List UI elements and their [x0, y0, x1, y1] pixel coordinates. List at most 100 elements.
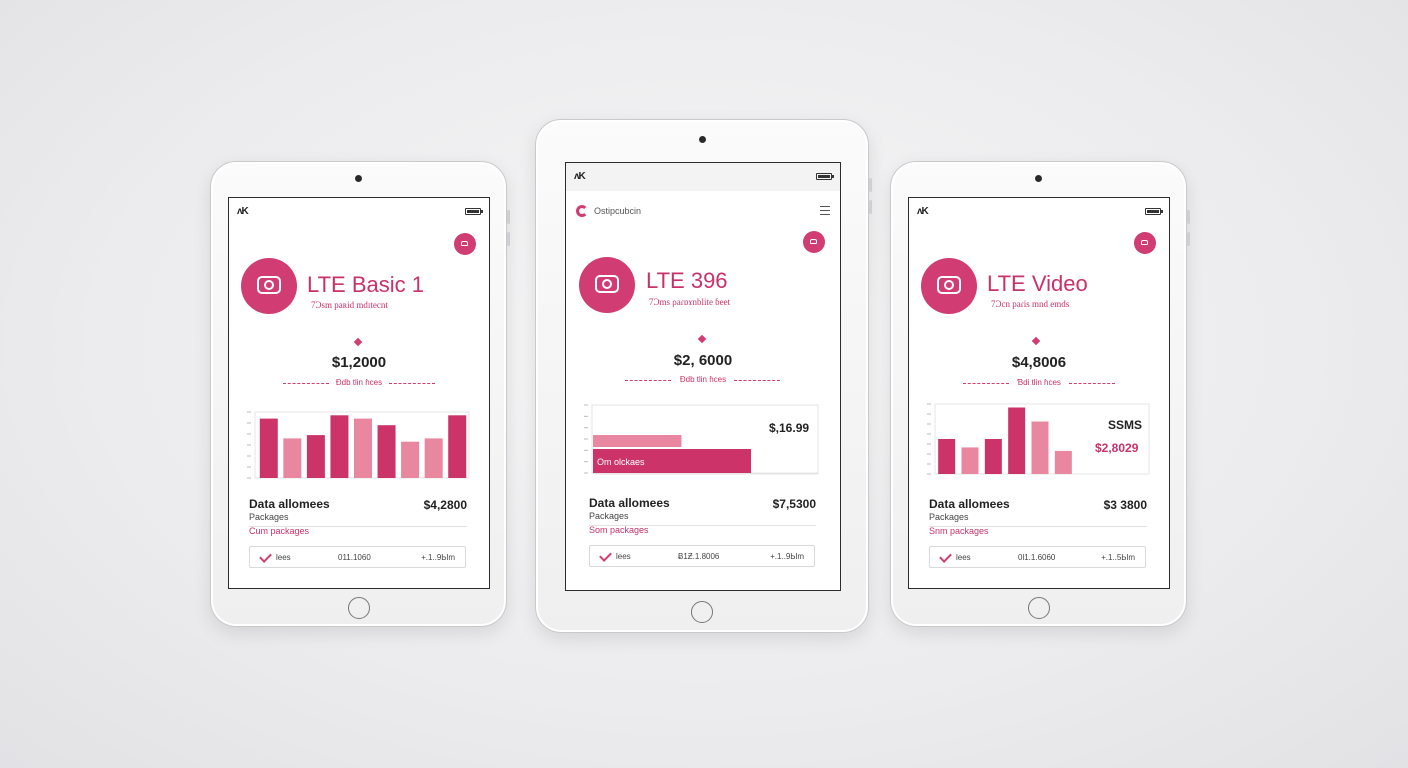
tablet-right: ʌK LTE Video 7Ͻcn paɾis mnd emds $4,8006… [890, 161, 1190, 627]
chart-bar [448, 415, 467, 478]
chart-bar [401, 441, 420, 478]
diamond-icon [1031, 336, 1041, 346]
tablet-center: ʌK Ostipcubcin LTE 396 7Ͻms ρaɾɒɤnblite … [535, 119, 872, 633]
chart-bar [283, 438, 302, 478]
data-allowance-label: Data allomees [929, 497, 1010, 511]
account-button[interactable] [454, 233, 476, 255]
signal-icon: ʌK [917, 206, 929, 217]
app-name: Ostipcubcin [594, 206, 642, 216]
row-divider [249, 526, 467, 527]
screen: ʌK LTE Basic 1 7Ͻsm paʀid mdɪtecnt $1,20… [228, 197, 490, 589]
signal-icon: ʌK [574, 171, 586, 182]
packages-label: Packages [249, 512, 289, 522]
footer-code: 0Ɩ1.1.6060 [1018, 553, 1056, 562]
divider [734, 380, 780, 381]
footer-label: Ɩees [276, 553, 291, 562]
plan-subtitle: 7Ͻcn paɾis mnd emds [991, 299, 1070, 309]
usage-footer[interactable]: Ɩees 0Ɩ1.1.6060 +.1..5Ьlm [929, 546, 1146, 568]
plan-price: $1,2000 [331, 354, 387, 371]
chart-bar [330, 415, 349, 478]
packages-sublabel: Som packages [589, 525, 649, 535]
usage-footer[interactable]: Ɩees 011.1060 +.1..9Ьlm [249, 546, 466, 568]
plan-title: LTE Basic 1 [307, 272, 424, 297]
plan-subtitle: 7Ͻsm paʀid mdɪtecnt [311, 300, 388, 310]
chart-bar [1054, 450, 1072, 474]
usage-chart [247, 411, 470, 479]
diamond-icon [697, 334, 707, 344]
packages-sublabel: Cum packages [249, 526, 310, 536]
footer-code: 011.1060 [338, 553, 371, 562]
battery-icon [1145, 208, 1163, 215]
footer-amount: +.1..9Ьlm [770, 552, 804, 561]
battery-icon [465, 208, 483, 215]
volume-button [507, 232, 510, 246]
check-icon [259, 550, 272, 563]
account-button[interactable] [803, 231, 825, 253]
app-logo-icon [576, 205, 588, 217]
chart-bar [306, 435, 325, 478]
menu-icon[interactable] [820, 206, 830, 215]
check-icon [939, 550, 952, 563]
signal-icon: ʌK [237, 206, 249, 217]
camera-plan-icon [921, 258, 977, 314]
bar-value-label: $,16.99 [769, 421, 810, 435]
row-divider [929, 526, 1147, 527]
home-button[interactable] [347, 597, 370, 619]
home-button[interactable] [691, 601, 713, 623]
footer-code: Ƀ1Ƶ.1.8006 [678, 552, 720, 561]
footer-amount: +.1..5Ьlm [1101, 553, 1135, 562]
usage-chart [584, 404, 819, 475]
plan-subtitle: 7Ͻms ρaɾɒɤnblite ɓeet [649, 297, 731, 307]
volume-button [1187, 210, 1190, 224]
status-bar: ʌK [229, 198, 489, 226]
divider [283, 383, 329, 384]
chart-bar [354, 418, 372, 478]
chart-bar [593, 449, 751, 473]
app-bar: Ostipcubcin [576, 203, 830, 221]
divider [389, 383, 435, 384]
account-button[interactable] [1134, 232, 1156, 254]
screen: ʌK Ostipcubcin LTE 396 7Ͻms ρaɾɒɤnblite … [565, 162, 841, 591]
divider-label: Ɖdb tlin ɦces [335, 378, 383, 387]
chart-bar [259, 418, 278, 478]
usage-chart [927, 403, 1150, 475]
camera-icon [1035, 175, 1042, 182]
divider [963, 383, 1009, 384]
plan-price: $2, 6000 [673, 352, 733, 369]
camera-plan-icon [579, 257, 635, 313]
tablet-left: ʌK LTE Basic 1 7Ͻsm paʀid mdɪtecnt $1,20… [210, 161, 510, 627]
row-divider [589, 525, 816, 526]
usage-footer[interactable]: Ɩees Ƀ1Ƶ.1.8006 +.1..9Ьlm [589, 545, 815, 567]
chart-bar [984, 439, 1002, 474]
chart-bar [961, 447, 979, 474]
volume-button [1187, 232, 1190, 246]
volume-button [507, 210, 510, 224]
packages-label: Packages [589, 511, 629, 521]
camera-icon [355, 175, 362, 182]
status-bar: ʌK [909, 198, 1169, 226]
check-icon [599, 549, 612, 562]
screen: ʌK LTE Video 7Ͻcn paɾis mnd emds $4,8006… [908, 197, 1170, 589]
packages-sublabel: Snm packages [929, 526, 989, 536]
diamond-icon [353, 337, 363, 347]
volume-button [869, 178, 872, 192]
footer-amount: +.1..9Ьlm [421, 553, 455, 562]
bar-inner-label: Om olckaes [597, 457, 645, 467]
battery-icon [816, 173, 834, 180]
footer-label: Ɩees [956, 553, 971, 562]
packages-label: Packages [929, 512, 969, 522]
volume-button [869, 200, 872, 214]
home-button[interactable] [1027, 597, 1050, 619]
camera-icon [698, 136, 706, 143]
footer-label: Ɩees [616, 552, 631, 561]
data-allowance-value: $4,2800 [423, 498, 467, 512]
data-allowance-label: Data allomees [589, 496, 670, 510]
status-bar: ʌK [566, 163, 840, 191]
chart-bar [938, 439, 956, 474]
divider-label: Ɓdi tlin ɦces [1017, 378, 1061, 387]
data-allowance-value: $3 3800 [1103, 498, 1147, 512]
camera-plan-icon [241, 258, 297, 314]
chart-bar [424, 438, 443, 478]
sms-value: $2,8029 [1095, 441, 1139, 455]
chart-bar [377, 425, 396, 478]
